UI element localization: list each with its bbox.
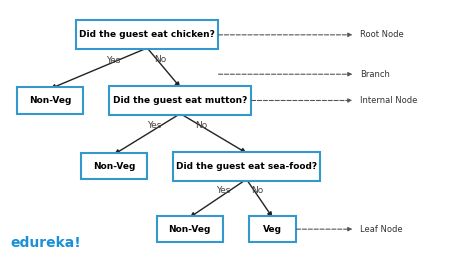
FancyBboxPatch shape <box>81 153 147 179</box>
FancyBboxPatch shape <box>156 216 223 242</box>
Text: No: No <box>154 55 166 64</box>
Text: No: No <box>195 121 208 130</box>
Text: Non-Veg: Non-Veg <box>93 162 135 171</box>
Text: edureka!: edureka! <box>10 236 81 250</box>
FancyBboxPatch shape <box>76 20 218 49</box>
FancyBboxPatch shape <box>109 86 251 115</box>
FancyBboxPatch shape <box>173 152 319 181</box>
Text: Root Node: Root Node <box>360 30 404 39</box>
FancyBboxPatch shape <box>249 216 296 242</box>
Text: Non-Veg: Non-Veg <box>29 96 72 105</box>
Text: Yes: Yes <box>147 121 162 130</box>
Text: Did the guest eat sea-food?: Did the guest eat sea-food? <box>176 162 317 171</box>
Text: Non-Veg: Non-Veg <box>169 225 211 234</box>
Text: Internal Node: Internal Node <box>360 96 417 105</box>
FancyBboxPatch shape <box>17 87 83 114</box>
Text: Yes: Yes <box>106 56 121 65</box>
Text: Veg: Veg <box>263 225 282 234</box>
Text: Did the guest eat chicken?: Did the guest eat chicken? <box>79 30 215 39</box>
Text: Leaf Node: Leaf Node <box>360 225 402 234</box>
Text: Yes: Yes <box>216 186 230 195</box>
Text: No: No <box>252 186 264 195</box>
Text: Did the guest eat mutton?: Did the guest eat mutton? <box>113 96 247 105</box>
Text: Branch: Branch <box>360 70 390 79</box>
